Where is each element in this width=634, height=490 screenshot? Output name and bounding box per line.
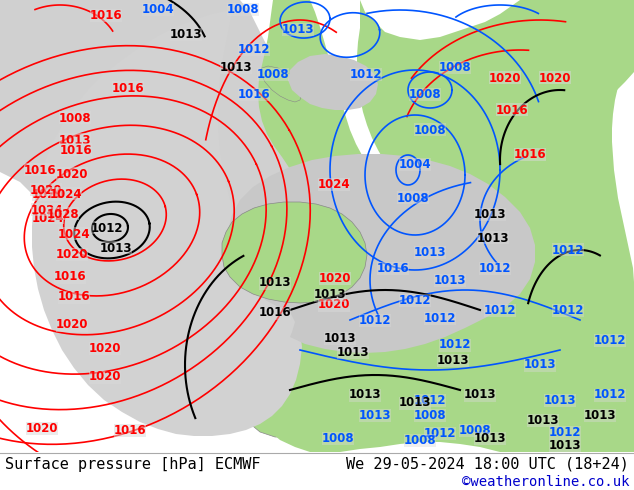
- Text: 1012: 1012: [238, 44, 270, 56]
- Text: 1020: 1020: [89, 370, 121, 384]
- Text: 1008: 1008: [439, 62, 471, 74]
- Text: 1013: 1013: [100, 242, 133, 254]
- Text: 1020: 1020: [56, 248, 88, 262]
- Text: 1013: 1013: [59, 133, 91, 147]
- Text: 1013: 1013: [170, 28, 202, 42]
- Polygon shape: [0, 0, 295, 317]
- Text: 1020: 1020: [539, 72, 571, 84]
- Polygon shape: [357, 0, 634, 227]
- Text: 1013: 1013: [434, 273, 466, 287]
- Text: 1013: 1013: [314, 289, 346, 301]
- Text: 1008: 1008: [414, 409, 446, 421]
- Text: 1008: 1008: [414, 123, 446, 137]
- Text: 1012: 1012: [594, 334, 626, 346]
- Text: 1016: 1016: [514, 148, 547, 162]
- Text: 1008: 1008: [404, 434, 436, 446]
- Text: 1020: 1020: [32, 189, 64, 201]
- Polygon shape: [260, 66, 302, 102]
- Text: 1013: 1013: [359, 409, 391, 421]
- Text: 1013: 1013: [474, 432, 507, 444]
- Text: 1013: 1013: [477, 231, 509, 245]
- Text: 1012: 1012: [424, 312, 456, 324]
- Text: 1016: 1016: [113, 423, 146, 437]
- Text: 1024: 1024: [30, 203, 63, 217]
- Text: 1008: 1008: [227, 3, 259, 17]
- Text: 1020: 1020: [89, 342, 121, 354]
- Polygon shape: [0, 0, 302, 452]
- Text: 1013: 1013: [463, 389, 496, 401]
- Text: 1024: 1024: [58, 227, 90, 241]
- Text: 1016: 1016: [238, 89, 270, 101]
- Text: 1012: 1012: [91, 221, 123, 235]
- Text: 1016: 1016: [58, 291, 90, 303]
- Text: 1013: 1013: [220, 62, 252, 74]
- Text: 1012: 1012: [439, 339, 471, 351]
- Text: 1012: 1012: [594, 389, 626, 401]
- Text: 1012: 1012: [359, 314, 391, 326]
- Text: 1008: 1008: [59, 112, 91, 124]
- Text: 1013: 1013: [524, 359, 556, 371]
- Text: 1016: 1016: [60, 144, 93, 156]
- Text: 1024: 1024: [318, 178, 351, 192]
- Polygon shape: [288, 54, 378, 110]
- Polygon shape: [228, 154, 535, 353]
- Text: 1013: 1013: [324, 332, 356, 344]
- Text: 1013: 1013: [337, 345, 369, 359]
- Text: 1012: 1012: [399, 294, 431, 307]
- Text: 1013: 1013: [474, 209, 507, 221]
- Text: 1013: 1013: [527, 414, 559, 426]
- Text: 1020: 1020: [30, 183, 62, 196]
- Text: 1016: 1016: [377, 262, 410, 274]
- Text: 1016: 1016: [54, 270, 86, 284]
- Text: 1008: 1008: [458, 423, 491, 437]
- Text: 1016: 1016: [89, 9, 122, 23]
- Text: 1008: 1008: [397, 192, 429, 204]
- Text: 1016: 1016: [112, 81, 145, 95]
- Text: 1020: 1020: [26, 421, 58, 435]
- Text: 1004: 1004: [141, 3, 174, 17]
- Text: 1020: 1020: [489, 72, 521, 84]
- Text: 1012: 1012: [414, 393, 446, 407]
- Text: 1016: 1016: [259, 307, 291, 319]
- Text: 1012: 1012: [549, 425, 581, 439]
- Text: ©weatheronline.co.uk: ©weatheronline.co.uk: [462, 475, 629, 489]
- Text: 1013: 1013: [414, 246, 446, 260]
- Text: 1020: 1020: [319, 271, 351, 285]
- Text: 1012: 1012: [484, 303, 516, 317]
- Text: 1020: 1020: [56, 318, 88, 332]
- Text: 1008: 1008: [409, 89, 441, 101]
- Text: Surface pressure [hPa] ECMWF: Surface pressure [hPa] ECMWF: [5, 457, 261, 472]
- Text: 1013: 1013: [349, 389, 381, 401]
- Text: 1013: 1013: [259, 276, 291, 290]
- Text: 1016: 1016: [496, 103, 528, 117]
- Text: 1004: 1004: [399, 158, 431, 172]
- Text: 1012: 1012: [424, 426, 456, 440]
- Text: 1028: 1028: [47, 207, 79, 220]
- Text: 1012: 1012: [479, 262, 511, 274]
- Text: 1020: 1020: [56, 168, 88, 180]
- Text: 1013: 1013: [584, 409, 616, 421]
- Polygon shape: [246, 0, 634, 452]
- Text: We 29-05-2024 18:00 UTC (18+24): We 29-05-2024 18:00 UTC (18+24): [346, 457, 629, 472]
- Text: 1013: 1013: [281, 24, 314, 36]
- Text: 1013: 1013: [549, 439, 581, 451]
- Text: 1012: 1012: [552, 244, 585, 256]
- Text: 1013: 1013: [399, 396, 431, 410]
- Text: 1013: 1013: [544, 393, 576, 407]
- Text: 1012: 1012: [552, 303, 585, 317]
- Polygon shape: [222, 202, 367, 303]
- Polygon shape: [238, 367, 330, 437]
- Text: 1024: 1024: [32, 212, 64, 224]
- Text: 1024: 1024: [49, 188, 82, 200]
- Text: 1016: 1016: [23, 164, 56, 176]
- Text: 1008: 1008: [321, 432, 354, 444]
- Text: 1013: 1013: [437, 353, 469, 367]
- Text: 1020: 1020: [318, 298, 350, 312]
- Text: 1008: 1008: [257, 69, 289, 81]
- Text: 1012: 1012: [350, 69, 382, 81]
